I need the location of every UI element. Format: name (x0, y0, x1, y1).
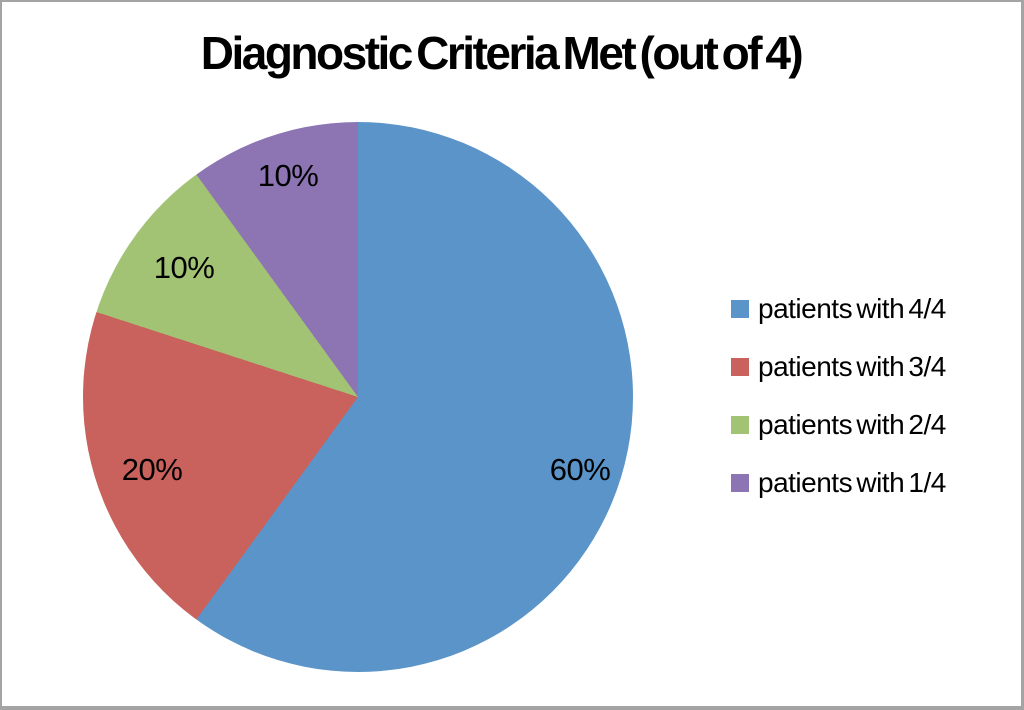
legend-label-2of4: patients with 2/4 (758, 409, 946, 440)
legend-swatch-purple-icon (731, 474, 749, 492)
legend-item-3of4: patients with 3/4 (731, 351, 946, 382)
chart-title: Diagnostic Criteria Met (out of 4) (200, 27, 804, 79)
legend-swatch-green-icon (731, 416, 749, 434)
legend-label-1of4: patients with 1/4 (758, 467, 946, 498)
legend-item-4of4: patients with 4/4 (731, 293, 946, 324)
legend-swatch-blue-icon (731, 300, 749, 318)
legend-swatch-red-icon (731, 358, 749, 376)
chart-legend: patients with 4/4 patients with 3/4 pati… (731, 293, 946, 530)
legend-label-4of4: patients with 4/4 (758, 293, 946, 324)
legend-label-3of4: patients with 3/4 (758, 351, 946, 382)
pie-chart (83, 122, 633, 672)
slice-label-20pct: 20% (121, 452, 183, 487)
slice-label-60pct: 60% (549, 452, 611, 487)
slice-label-10pct-purple: 10% (257, 158, 319, 193)
legend-item-2of4: patients with 2/4 (731, 409, 946, 440)
legend-item-1of4: patients with 1/4 (731, 467, 946, 498)
slice-label-10pct-green: 10% (153, 250, 215, 285)
